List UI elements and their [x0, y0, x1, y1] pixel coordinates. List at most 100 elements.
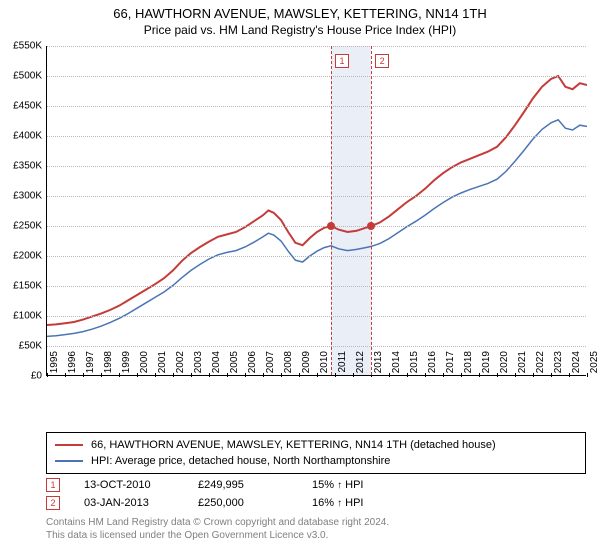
x-tick	[551, 373, 552, 377]
x-axis-label: 1998	[103, 351, 114, 381]
x-tick	[443, 373, 444, 377]
legend-item-hpi: HPI: Average price, detached house, Nort…	[55, 453, 577, 469]
gridline-h	[47, 346, 586, 347]
y-axis-label: £450K	[2, 101, 42, 112]
txn-marker-1: 1	[46, 478, 60, 492]
title-line-1: 66, HAWTHORN AVENUE, MAWSLEY, KETTERING,…	[10, 6, 590, 21]
txn-date-1: 13-OCT-2010	[84, 479, 174, 491]
y-axis-label: £250K	[2, 221, 42, 232]
x-axis-label: 2011	[337, 351, 348, 381]
txn-date-2: 03-JAN-2013	[84, 497, 174, 509]
x-axis-label: 2023	[553, 351, 564, 381]
line-series-svg	[47, 46, 587, 376]
x-axis-label: 2017	[445, 351, 456, 381]
legend-swatch-1	[55, 444, 83, 446]
y-axis-label: £50K	[2, 341, 42, 352]
footnote-line-2: This data is licensed under the Open Gov…	[46, 529, 586, 542]
series-price_paid	[47, 76, 587, 325]
gridline-h	[47, 256, 586, 257]
x-tick	[227, 373, 228, 377]
x-tick	[155, 373, 156, 377]
x-tick	[101, 373, 102, 377]
x-tick	[173, 373, 174, 377]
legend-item-price-paid: 66, HAWTHORN AVENUE, MAWSLEY, KETTERING,…	[55, 437, 577, 453]
x-axis-label: 2021	[517, 351, 528, 381]
sale-dot	[327, 222, 335, 230]
x-axis-label: 2006	[247, 351, 258, 381]
legend-label-2: HPI: Average price, detached house, Nort…	[91, 455, 390, 467]
x-axis-label: 2003	[193, 351, 204, 381]
gridline-h	[47, 316, 586, 317]
y-axis-label: £550K	[2, 41, 42, 52]
x-tick	[497, 373, 498, 377]
gridline-h	[47, 196, 586, 197]
x-axis-label: 1995	[49, 351, 60, 381]
gridline-h	[47, 166, 586, 167]
marker-vline	[331, 46, 332, 375]
x-tick	[65, 373, 66, 377]
x-axis-label: 2002	[175, 351, 186, 381]
y-axis-label: £150K	[2, 281, 42, 292]
y-axis-label: £350K	[2, 161, 42, 172]
footnote: Contains HM Land Registry data © Crown c…	[46, 516, 586, 542]
x-tick	[407, 373, 408, 377]
gridline-h	[47, 226, 586, 227]
x-axis-label: 2019	[481, 351, 492, 381]
gridline-h	[47, 136, 586, 137]
x-tick	[137, 373, 138, 377]
txn-delta-1: 15% ↑ HPI	[312, 479, 364, 491]
legend-label-1: 66, HAWTHORN AVENUE, MAWSLEY, KETTERING,…	[91, 439, 496, 451]
marker-box: 1	[335, 54, 349, 68]
transaction-row-2: 2 03-JAN-2013 £250,000 16% ↑ HPI	[46, 494, 586, 512]
x-tick	[569, 373, 570, 377]
x-axis-label: 2010	[319, 351, 330, 381]
up-arrow-icon: ↑	[337, 498, 342, 509]
marker-box: 2	[375, 54, 389, 68]
up-arrow-icon: ↑	[337, 480, 342, 491]
x-tick	[317, 373, 318, 377]
x-axis-label: 1997	[85, 351, 96, 381]
x-tick	[353, 373, 354, 377]
plot-region: 12	[46, 46, 586, 376]
x-tick	[191, 373, 192, 377]
gridline-h	[47, 46, 586, 47]
y-axis-label: £200K	[2, 251, 42, 262]
x-axis-label: 2015	[409, 351, 420, 381]
legend-swatch-2	[55, 460, 83, 462]
y-axis-label: £300K	[2, 191, 42, 202]
gridline-h	[47, 106, 586, 107]
x-axis-label: 1996	[67, 351, 78, 381]
x-axis-label: 2000	[139, 351, 150, 381]
chart-area: 12 £0£50K£100K£150K£200K£250K£300K£350K£…	[0, 42, 600, 422]
x-axis-label: 2025	[589, 351, 600, 381]
x-axis-label: 2009	[301, 351, 312, 381]
legend-box: 66, HAWTHORN AVENUE, MAWSLEY, KETTERING,…	[46, 432, 586, 474]
txn-price-1: £249,995	[198, 479, 288, 491]
x-axis-label: 2013	[373, 351, 384, 381]
x-tick	[47, 373, 48, 377]
series-hpi	[47, 120, 587, 337]
y-axis-label: £400K	[2, 131, 42, 142]
x-axis-label: 2007	[265, 351, 276, 381]
transaction-row-1: 1 13-OCT-2010 £249,995 15% ↑ HPI	[46, 476, 586, 494]
x-axis-label: 2016	[427, 351, 438, 381]
x-tick	[515, 373, 516, 377]
gridline-h	[47, 286, 586, 287]
x-axis-label: 2008	[283, 351, 294, 381]
marker-vline	[371, 46, 372, 375]
x-tick	[479, 373, 480, 377]
txn-marker-2: 2	[46, 496, 60, 510]
x-tick	[119, 373, 120, 377]
chart-header: 66, HAWTHORN AVENUE, MAWSLEY, KETTERING,…	[0, 0, 600, 39]
title-line-2: Price paid vs. HM Land Registry's House …	[10, 23, 590, 37]
x-tick	[281, 373, 282, 377]
txn-price-2: £250,000	[198, 497, 288, 509]
y-axis-label: £500K	[2, 71, 42, 82]
txn-delta-2: 16% ↑ HPI	[312, 497, 364, 509]
x-axis-label: 2022	[535, 351, 546, 381]
x-tick	[335, 373, 336, 377]
x-axis-label: 2014	[391, 351, 402, 381]
x-tick	[461, 373, 462, 377]
x-tick	[425, 373, 426, 377]
x-axis-label: 2004	[211, 351, 222, 381]
